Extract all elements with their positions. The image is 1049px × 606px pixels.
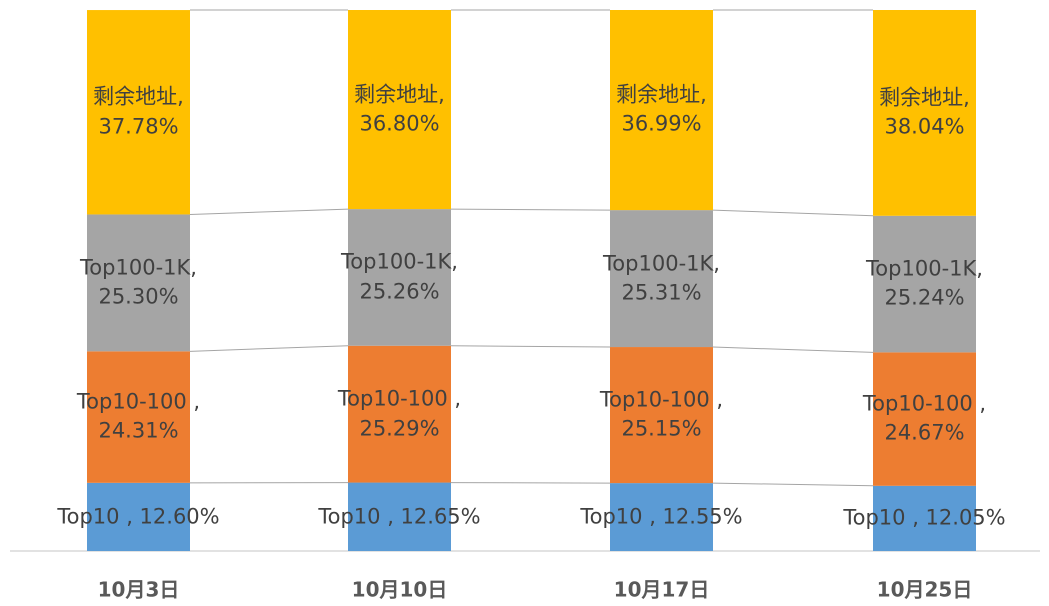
data-label: Top100-1K, 25.31% bbox=[603, 251, 720, 305]
data-label: Top10 , 12.55% bbox=[580, 504, 743, 529]
connector-line bbox=[189, 345, 349, 352]
data-label: Top10 , 12.60% bbox=[57, 504, 220, 529]
x-tick-label: 10月10日 bbox=[351, 577, 448, 602]
data-label: Top10-100 , 25.15% bbox=[599, 387, 724, 442]
bar-segment bbox=[873, 485, 976, 551]
data-label: Top10-100 , 25.29% bbox=[337, 386, 462, 441]
data-label: Top100-1K, 25.26% bbox=[341, 250, 458, 304]
connector-line bbox=[450, 482, 611, 484]
data-label: Top10-100 , 24.31% bbox=[76, 389, 201, 444]
bar-segment bbox=[348, 10, 451, 210]
data-label: 剩余地址, 38.04% bbox=[879, 85, 970, 139]
bar-segment bbox=[873, 10, 976, 216]
connector-line bbox=[712, 346, 874, 353]
bar-segment bbox=[610, 347, 713, 484]
data-label: 剩余地址, 37.78% bbox=[93, 84, 184, 139]
connector-line bbox=[450, 345, 611, 348]
bar-segment bbox=[87, 10, 190, 215]
bar-segment bbox=[348, 345, 451, 483]
bar-segment bbox=[87, 351, 190, 483]
bar-segment bbox=[873, 352, 976, 486]
bar-segment bbox=[348, 482, 451, 551]
x-tick-label: 10月25日 bbox=[876, 577, 973, 602]
x-tick-label: 10月3日 bbox=[97, 577, 180, 602]
bar-segment bbox=[87, 482, 190, 551]
data-label: Top10 , 12.05% bbox=[843, 505, 1006, 530]
data-label: Top100-1K, 25.30% bbox=[80, 255, 197, 309]
connector-line bbox=[712, 482, 874, 487]
bar-segment bbox=[873, 215, 976, 353]
bar-segment bbox=[87, 214, 190, 352]
data-label: 剩余地址, 36.80% bbox=[354, 82, 445, 136]
data-label: Top100-1K, 25.24% bbox=[866, 256, 983, 311]
bar-segment bbox=[348, 209, 451, 346]
x-tick-label: 10月17日 bbox=[613, 577, 710, 602]
data-label: 剩余地址, 36.99% bbox=[616, 82, 707, 137]
bar-segment bbox=[610, 483, 713, 551]
connector-line bbox=[189, 208, 349, 215]
data-label: Top10 , 12.65% bbox=[318, 504, 481, 529]
bar-segment bbox=[610, 210, 713, 348]
connector-line bbox=[450, 208, 611, 211]
data-label: Top10-100 , 24.67% bbox=[862, 391, 987, 446]
bar-segment bbox=[610, 10, 713, 211]
connector-line bbox=[712, 209, 874, 217]
